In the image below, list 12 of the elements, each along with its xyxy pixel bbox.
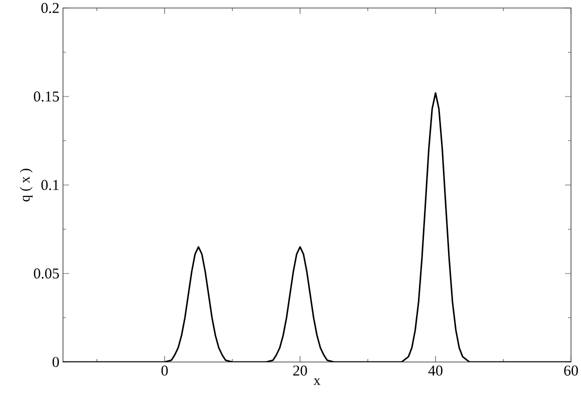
x-axis-title: x <box>314 378 320 385</box>
y-tick-label: 0.2 <box>41 2 59 14</box>
x-tick-label: 60 <box>564 366 578 376</box>
y-tick-label: 0.05 <box>34 268 59 279</box>
x-tick-label: 20 <box>293 366 307 376</box>
line-series <box>63 92 572 362</box>
y-tick-label: 0 <box>52 356 59 368</box>
x-tick-label: 40 <box>428 366 442 376</box>
y-axis-title: q ( x ) <box>20 168 32 202</box>
y-tick-label: 0.15 <box>34 91 59 102</box>
y-tick-label: 0.1 <box>41 180 59 190</box>
x-tick-label: 0 <box>161 366 168 376</box>
